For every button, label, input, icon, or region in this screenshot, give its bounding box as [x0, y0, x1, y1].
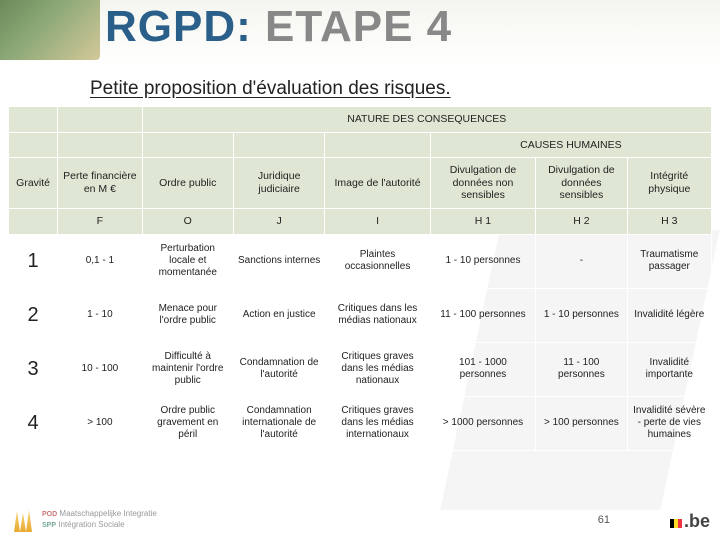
risk-table-container: NATURE DES CONSEQUENCES CAUSES HUMAINES … [8, 106, 712, 451]
title-part2: ETAPE 4 [252, 2, 452, 51]
table-cell: > 1000 personnes [430, 396, 535, 450]
page-number: 61 [598, 514, 610, 526]
table-header-row: Gravité Perte financière en M € Ordre pu… [9, 158, 712, 209]
hdr-divulg-ns: Divulgation de données non sensibles [430, 158, 535, 209]
table-cell: 1 - 10 [58, 288, 142, 342]
org-logo-icon [8, 508, 38, 532]
table-cell: 1 - 10 personnes [430, 234, 535, 288]
org-name1: Maatschappelijke Integratie [59, 509, 156, 518]
band-nature-label: NATURE DES CONSEQUENCES [142, 107, 711, 133]
table-cell: Invalidité importante [627, 342, 711, 396]
code-cell: J [233, 208, 324, 234]
table-cell: > 100 [58, 396, 142, 450]
code-cell: O [142, 208, 233, 234]
code-cell: H 1 [430, 208, 535, 234]
table-cell: - [536, 234, 627, 288]
table-code-row: FOJIH 1H 2H 3 [9, 208, 712, 234]
table-cell: 11 - 100 personnes [430, 288, 535, 342]
table-cell: 2 [9, 288, 58, 342]
table-row: 10,1 - 1Perturbation locale et momentané… [9, 234, 712, 288]
band-causes-label: CAUSES HUMAINES [430, 132, 711, 158]
code-cell [9, 208, 58, 234]
header-photo [0, 0, 100, 60]
table-row: 21 - 10Menace pour l'ordre publicAction … [9, 288, 712, 342]
table-cell: Invalidité sévère - perte de vies humain… [627, 396, 711, 450]
hdr-ordre: Ordre public [142, 158, 233, 209]
table-row: 4> 100Ordre public gravement en périlCon… [9, 396, 712, 450]
hdr-perte: Perte financière en M € [58, 158, 142, 209]
subtitle: Petite proposition d'évaluation des risq… [90, 78, 720, 100]
table-cell: Action en justice [233, 288, 324, 342]
table-cell: > 100 personnes [536, 396, 627, 450]
table-cell: Condamnation internationale de l'autorit… [233, 396, 324, 450]
table-cell: 10 - 100 [58, 342, 142, 396]
table-cell: Sanctions internes [233, 234, 324, 288]
table-cell: Critiques graves dans les médias nationa… [325, 342, 430, 396]
code-cell: H 2 [536, 208, 627, 234]
org-logo-text: POD Maatschappelijke Integratie SPP Inté… [42, 509, 157, 530]
hdr-integrite: Intégrité physique [627, 158, 711, 209]
be-logo: .be [670, 511, 710, 532]
title-part1: RGPD: [105, 2, 252, 51]
table-cell: Perturbation locale et momentanée [142, 234, 233, 288]
table-band-causes: CAUSES HUMAINES [9, 132, 712, 158]
org-acronym2: SPP [42, 522, 56, 529]
table-cell: 1 - 10 personnes [536, 288, 627, 342]
table-cell: 11 - 100 personnes [536, 342, 627, 396]
table-cell: 101 - 1000 personnes [430, 342, 535, 396]
table-cell: Critiques dans les médias nationaux [325, 288, 430, 342]
table-row: 310 - 100Difficulté à maintenir l'ordre … [9, 342, 712, 396]
header: RGPD: ETAPE 4 [0, 0, 720, 70]
org-name2: Intégration Sociale [58, 520, 124, 529]
table-cell: 0,1 - 1 [58, 234, 142, 288]
slide-title: RGPD: ETAPE 4 [105, 2, 452, 52]
table-cell: Menace pour l'ordre public [142, 288, 233, 342]
table-cell: 3 [9, 342, 58, 396]
hdr-image: Image de l'autorité [325, 158, 430, 209]
table-cell: 4 [9, 396, 58, 450]
table-cell: Invalidité légère [627, 288, 711, 342]
table-cell: Critiques graves dans les médias interna… [325, 396, 430, 450]
table-cell: 1 [9, 234, 58, 288]
table-cell: Difficulté à maintenir l'ordre public [142, 342, 233, 396]
hdr-juridique: Juridique judiciaire [233, 158, 324, 209]
risk-table: NATURE DES CONSEQUENCES CAUSES HUMAINES … [8, 106, 712, 451]
table-cell: Ordre public gravement en péril [142, 396, 233, 450]
table-cell: Condamnation de l'autorité [233, 342, 324, 396]
table-cell: Traumatisme passager [627, 234, 711, 288]
code-cell: H 3 [627, 208, 711, 234]
hdr-gravite: Gravité [9, 158, 58, 209]
table-band-nature: NATURE DES CONSEQUENCES [9, 107, 712, 133]
org-acronym1: POD [42, 511, 57, 518]
footer: POD Maatschappelijke Integratie SPP Inté… [0, 500, 720, 540]
hdr-divulg-s: Divulgation de données sensibles [536, 158, 627, 209]
belgium-flag-icon [670, 519, 682, 528]
code-cell: I [325, 208, 430, 234]
table-cell: Plaintes occasionnelles [325, 234, 430, 288]
code-cell: F [58, 208, 142, 234]
be-text: .be [684, 511, 710, 532]
